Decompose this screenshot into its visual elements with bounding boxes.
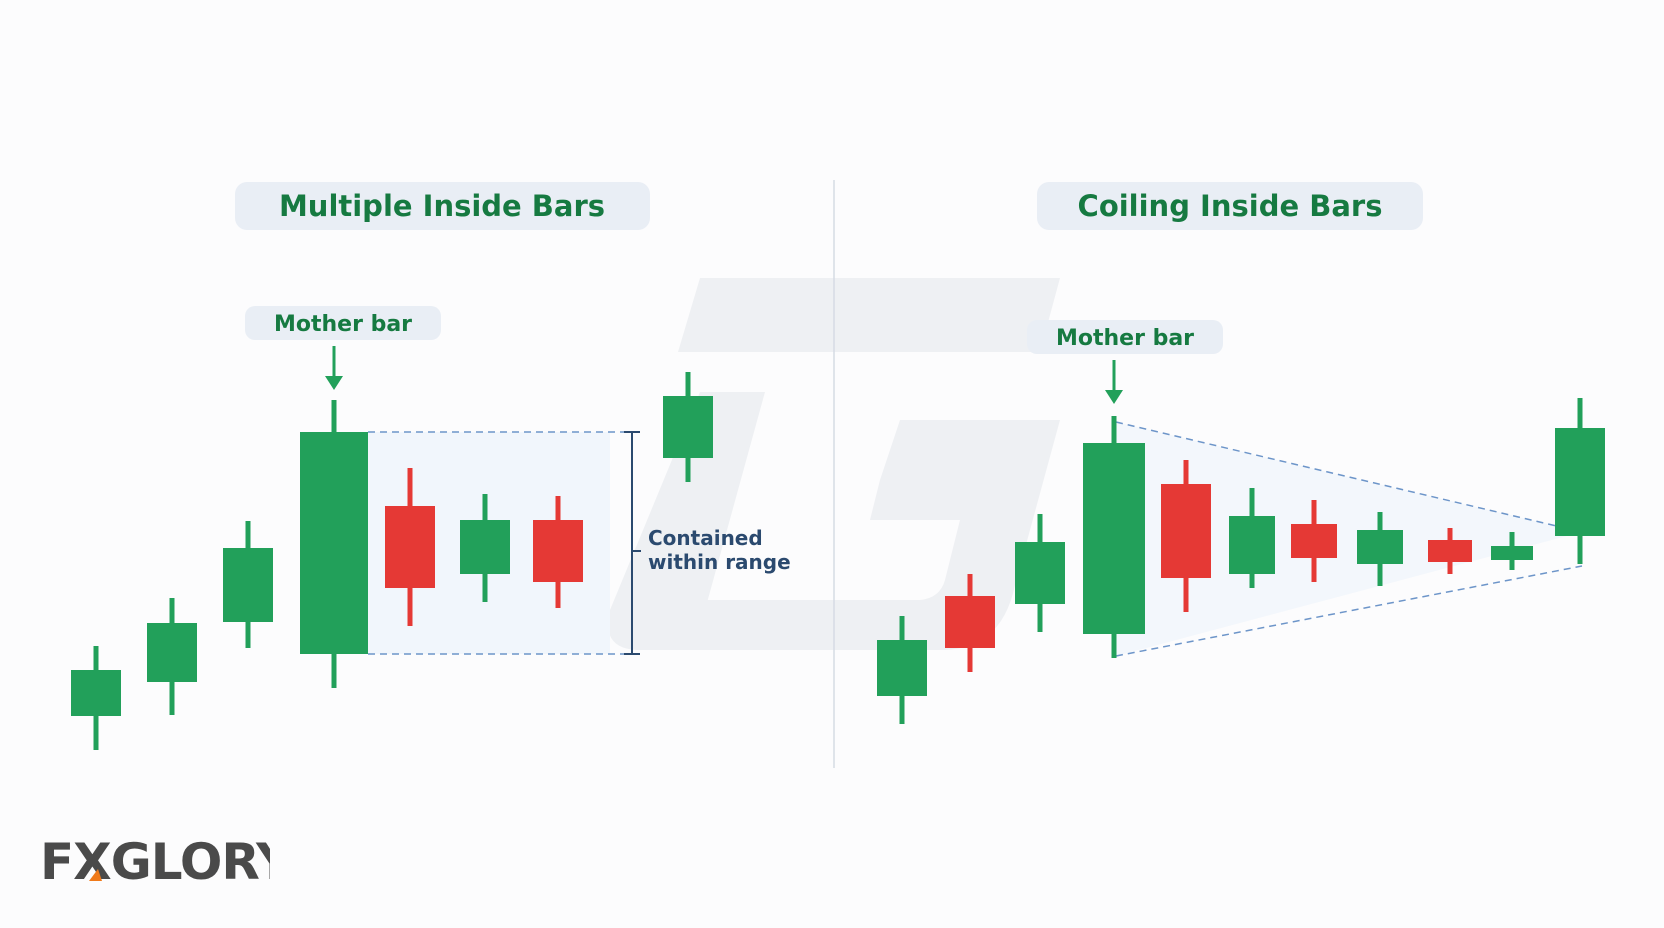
svg-text:FXGLORY: FXGLORY [40,835,270,885]
range-bracket [624,431,641,655]
left-candles [71,372,713,750]
right-candle-10 [1491,532,1533,570]
left-candle-5 [385,468,435,626]
right-candle-4 [1083,416,1145,658]
down-arrow-icon [1105,360,1123,404]
right-candle-8 [1357,512,1403,586]
right-candle-1 [877,616,927,724]
left-candle-1 [71,646,121,750]
right-candle-7 [1291,500,1337,582]
left-candle-6 [460,494,510,602]
right-panel-title: Coiling Inside Bars [1078,189,1383,223]
right-mother-bar-label: Mother bar [1056,326,1194,351]
logo-mark: FXGLORY [40,833,294,891]
left-panel-title: Multiple Inside Bars [279,189,605,223]
g-watermark-icon [608,278,1060,650]
coiling-triangle-zone [1116,422,1582,656]
left-candle-3 [223,521,273,648]
right-panel: Coiling Inside Bars Mother bar [877,182,1605,724]
range-note-line-1: Contained [648,526,763,550]
orange-triangle-icon [89,869,102,881]
left-candle-8 [663,372,713,482]
left-candle-2 [147,598,197,715]
right-candle-3 [1015,514,1065,632]
right-candle-6 [1229,488,1275,588]
down-arrow-icon [325,346,343,390]
left-candle-7 [533,496,583,608]
range-note-line-2: within range [648,550,791,574]
left-mother-bar-label: Mother bar [274,312,412,337]
right-candle-2 [945,574,995,672]
left-panel: Multiple Inside Bars Mother bar Containe… [71,182,791,750]
right-candle-11 [1555,398,1605,564]
right-candles [877,398,1605,724]
right-candle-5 [1161,460,1211,612]
left-candle-4 [300,400,368,688]
fxglory-logo: FXGLORY [40,833,294,893]
right-candle-9 [1428,528,1472,574]
